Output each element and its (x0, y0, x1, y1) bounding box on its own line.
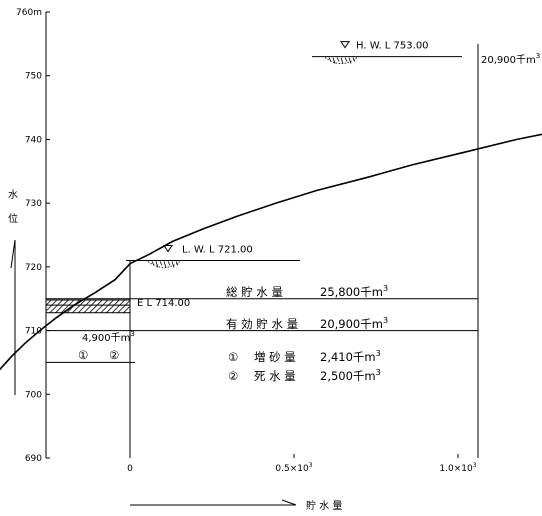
y-tick-label-3: 720 (25, 263, 42, 273)
sediment-volume-value: 4,900千m (82, 332, 130, 344)
effective-storage-value: 20,900千m3 (320, 316, 388, 331)
legend-1-mark: ① (228, 350, 238, 364)
x-axis-arrow-head (281, 499, 297, 506)
x-tick-label-1: 0.5×103 (275, 462, 312, 474)
lwl-marker-dot-2 (159, 261, 163, 266)
hwl-water-marker (324, 41, 358, 64)
hwl-marker-ripple (324, 57, 358, 64)
y-tick-group: 690 700 710 720 730 740 750 760m (16, 8, 50, 464)
el-label: E L 714.00 (137, 298, 190, 309)
total-storage-label: 総 貯 水 量 (226, 285, 283, 299)
x-tick-label-2: 1.0×103 (439, 462, 476, 474)
legend-1-label: 増 砂 量 (254, 350, 296, 364)
total-storage-number: 25,800千m (320, 285, 383, 299)
hwl-label: H. W. L 753.00 (356, 41, 429, 52)
sediment-volume-label: 4,900千m3 (82, 330, 135, 344)
lwl-marker-dot-0 (151, 261, 155, 266)
region-mark-1: ① (78, 348, 88, 362)
region-mark-2: ② (109, 348, 119, 362)
y-tick-label-1: 700 (25, 390, 42, 400)
lwl-marker-triangle (163, 244, 173, 253)
hwl-marker-dot-6 (352, 57, 356, 62)
hwl-volume-value: 20,900千m (481, 54, 536, 66)
lwl-label: L. W. L 721.00 (182, 244, 253, 255)
hwl-marker-dot-5 (348, 57, 352, 64)
y-tick-label-5: 740 (25, 135, 42, 145)
hwl-marker-triangle (340, 41, 350, 49)
effective-storage-number: 20,900千m (320, 317, 383, 331)
y-tick-label-4: 730 (25, 199, 42, 209)
lwl-marker-dot-6 (175, 261, 179, 266)
legend-2-mark: ② (228, 369, 238, 383)
y-axis-label-char-2: 位 (8, 212, 18, 225)
legend-1-value: 2,410千m3 (320, 349, 381, 364)
x-axis-label: 貯 水 量 (306, 500, 342, 512)
x-tick-label-0: 0 (127, 464, 133, 474)
legend-1-number: 2,410千m (320, 350, 376, 364)
lwl-marker-dot-1 (155, 261, 159, 268)
effective-storage-label: 有 効 貯 水 量 (226, 317, 298, 331)
x-tick-exp-1: 3 (309, 462, 313, 469)
y-tick-label-7: 760m (16, 8, 42, 18)
hwl-marker-dot-1 (332, 57, 336, 64)
lwl-marker-dot-4 (167, 261, 171, 266)
legend-1-exp: 3 (376, 349, 381, 358)
sediment-hatch (45, 299, 131, 314)
x-tick-exp-2: 3 (473, 462, 477, 469)
total-storage-value: 25,800千m3 (320, 284, 388, 299)
storage-curve-line (0, 133, 542, 371)
total-storage-exp: 3 (383, 284, 388, 293)
legend-2-value: 2,500千m3 (320, 368, 381, 383)
y-axis-arrow-head (10, 239, 16, 269)
lwl-marker-ripple (147, 261, 181, 268)
lwl-marker-dot-5 (171, 261, 175, 268)
hwl-marker-dot-4 (344, 57, 348, 62)
lwl-water-marker (147, 244, 181, 268)
y-tick-label-2: 710 (25, 327, 42, 337)
y-axis-label-char-1: 水 (8, 189, 18, 201)
hwl-marker-dot-3 (340, 57, 344, 64)
legend-2-label: 死 水 量 (254, 369, 296, 383)
hwl-volume-exp: 3 (536, 52, 540, 60)
y-tick-label-0: 690 (25, 454, 42, 464)
y-tick-label-6: 750 (25, 72, 42, 82)
legend-2-exp: 3 (376, 368, 381, 377)
legend-2-number: 2,500千m (320, 369, 376, 383)
lwl-marker-dot-3 (163, 261, 167, 268)
hwl-volume-label: 20,900千m3 (481, 52, 540, 66)
effective-storage-exp: 3 (383, 316, 388, 325)
hwl-marker-dot-2 (336, 57, 340, 62)
sediment-volume-exp: 3 (130, 330, 134, 338)
hwl-marker-dot-0 (328, 57, 332, 62)
